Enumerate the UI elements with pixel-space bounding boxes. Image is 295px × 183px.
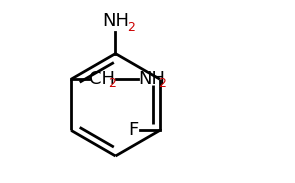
Text: 2: 2 [109,77,117,90]
Text: CH: CH [89,70,115,88]
Text: 2: 2 [158,77,166,90]
Text: 2: 2 [127,21,135,34]
Text: NH: NH [102,12,129,30]
Text: F: F [128,121,138,139]
Text: NH: NH [138,70,165,88]
